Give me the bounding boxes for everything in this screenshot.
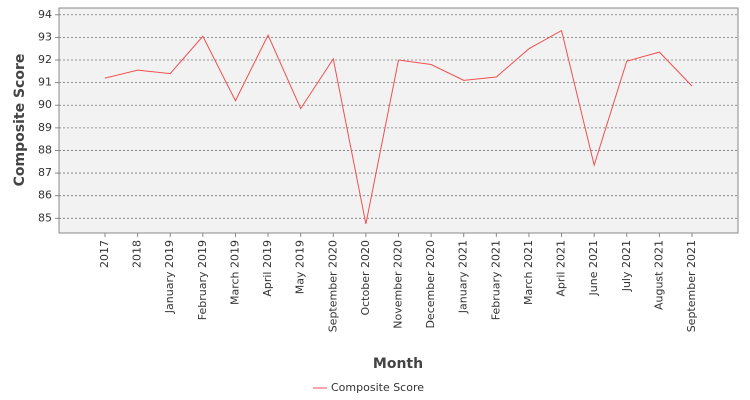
x-tick-label: December 2020 [424,240,437,329]
y-tick-label: 93 [38,30,52,43]
x-tick-label: March 2019 [228,240,241,305]
x-tick-label: May 2019 [294,240,307,294]
x-tick-label: 2018 [131,240,144,268]
x-tick-label: November 2020 [392,240,405,329]
y-tick-label: 91 [38,76,52,89]
x-tick-label: 2017 [98,240,111,268]
y-tick-label: 86 [38,189,52,202]
x-axis-title: Month [373,356,423,372]
x-tick-label: January 2021 [457,240,470,314]
y-tick-label: 90 [38,98,52,111]
x-tick-label: October 2020 [359,240,372,316]
y-axis-title: Composite Score [12,54,28,187]
x-tick-label: April 2019 [261,240,274,297]
y-tick-label: 87 [38,166,52,179]
legend-label: Composite Score [331,381,424,394]
x-tick-label: March 2021 [522,240,535,305]
y-tick-label: 88 [38,143,52,156]
x-tick-label: June 2021 [587,240,600,296]
x-tick-label: August 2021 [652,240,665,310]
x-tick-label: September 2020 [326,240,339,332]
x-tick-label: January 2019 [163,240,176,314]
x-tick-label: February 2019 [196,240,209,320]
x-tick-label: February 2021 [489,240,502,320]
y-tick-label: 92 [38,53,52,66]
x-tick-label: September 2021 [685,240,698,332]
x-tick-label: April 2021 [555,240,568,297]
plot-area [58,7,739,234]
y-tick-label: 94 [38,8,52,21]
series-line [104,29,693,225]
y-tick-label: 89 [38,121,52,134]
x-tick-label: July 2021 [620,240,633,292]
y-tick-label: 85 [38,211,52,224]
